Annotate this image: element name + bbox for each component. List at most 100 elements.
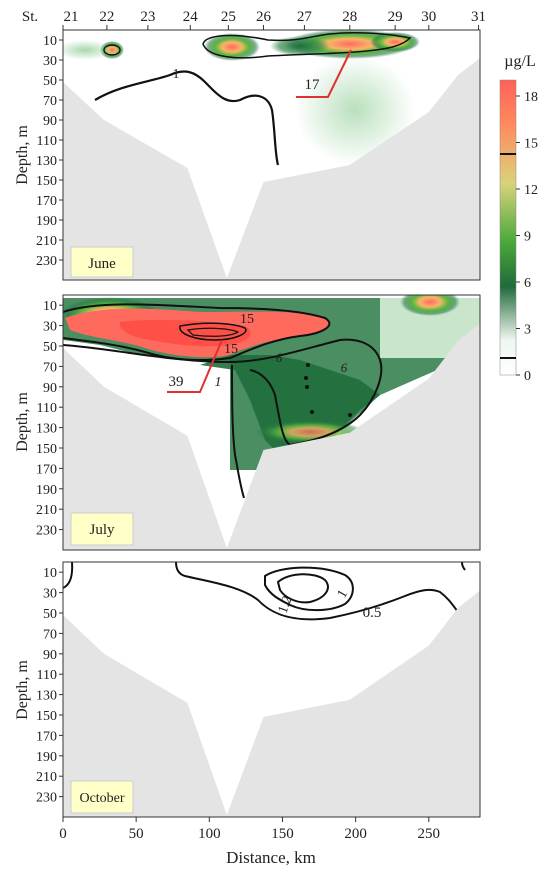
october-frame (62, 561, 481, 818)
june-frame (62, 29, 481, 281)
depth-tick-label: 170 (36, 194, 57, 209)
october-contour-1 (264, 566, 354, 612)
july-contour-inner-a (179, 322, 247, 341)
july-contour-label-15a: 15 (240, 312, 254, 327)
depth-tick-label: 90 (43, 648, 57, 663)
july-frame (62, 294, 481, 551)
colorbar-ticks: 18 15 12 9 6 3 0 (516, 90, 538, 384)
depth-tick-label: 150 (36, 442, 57, 457)
station-label: 22 (99, 9, 114, 25)
colorbar-gradient (500, 80, 516, 375)
station-label: 30 (421, 9, 436, 25)
june-contour-label-17: 17 (305, 77, 321, 93)
october-contour-0-5 (175, 562, 459, 621)
july-ylabel: Depth, m (14, 392, 31, 452)
july-contour-label-6b: 6 (341, 360, 348, 375)
july-contour-label-39: 39 (169, 374, 184, 390)
station-axis: St. 21 22 23 24 25 26 27 28 29 30 31 (22, 9, 486, 30)
depth-tick-label: 110 (37, 401, 57, 416)
depth-tick-label: 90 (43, 381, 57, 396)
june-contour-6 (202, 32, 412, 59)
june-contour-label-1: 1 (173, 67, 180, 82)
distance-tick-label: 200 (344, 826, 367, 842)
station-label: 26 (256, 9, 272, 25)
july-contour-label-15b: 15 (224, 342, 238, 357)
july-contour-inner-b (186, 327, 240, 337)
colorbar-tick-label: 15 (524, 137, 538, 152)
july-contour-label-1: 1 (215, 375, 222, 390)
october-label-box (70, 780, 134, 814)
july-label: July (89, 522, 115, 538)
june-contour-1 (94, 70, 280, 166)
distance-axis: 0 50 100 150 200 250 (59, 817, 440, 842)
july-contour-6 (63, 338, 383, 447)
october-contour-label-0-5: 0.5 (363, 605, 382, 621)
depth-tick-label: 230 (36, 791, 57, 806)
depth-tick-label: 10 (43, 299, 57, 314)
depth-tick-label: 190 (36, 750, 57, 765)
july-dot (310, 410, 314, 414)
depth-tick-label: 50 (43, 340, 57, 355)
colorbar-tick-label: 0 (524, 369, 531, 384)
july-label-box (70, 512, 134, 546)
station-label: 29 (388, 9, 403, 25)
depth-tick-label: 70 (43, 94, 57, 109)
depth-tick-label: 170 (36, 729, 57, 744)
october-contour-label-1-2: 1.2 (276, 594, 296, 616)
depth-tick-label: 10 (43, 34, 57, 49)
depth-tick-label: 150 (36, 174, 57, 189)
depth-tick-label: 150 (36, 709, 57, 724)
depth-tick-label: 130 (36, 422, 57, 437)
depth-axes: 10 30 50 70 90 110 130 150 170 190 210 230 10 30 50 70 9… (36, 34, 63, 806)
july-panel (63, 295, 480, 550)
station-prefix: St. (22, 9, 38, 25)
station-label: 25 (221, 9, 236, 25)
station-label: 21 (64, 9, 79, 25)
june-seabed (63, 58, 480, 280)
october-label: October (79, 791, 124, 806)
colorbar-tick-label: 12 (524, 183, 538, 198)
july-seabed (63, 323, 480, 550)
depth-tick-label: 70 (43, 627, 57, 642)
depth-tick-label: 130 (36, 689, 57, 704)
july-hotspot-st30 (400, 295, 460, 316)
depth-tick-label: 230 (36, 254, 57, 269)
june-label: June (88, 256, 116, 272)
depth-tick-label: 50 (43, 74, 57, 89)
depth-tick-label: 110 (37, 134, 57, 149)
station-label: 28 (342, 9, 357, 25)
colorbar-tick-label: 6 (524, 276, 531, 291)
july-dot (305, 385, 309, 389)
station-label: 24 (183, 9, 199, 25)
colorbar-tick-label: 18 (524, 90, 538, 105)
colorbar-unit: µg/L (504, 53, 535, 70)
july-dot (304, 376, 308, 380)
colorbar: µg/L 18 15 12 9 6 3 0 (499, 53, 538, 384)
june-soft-st21 (63, 40, 115, 60)
distance-tick-label: 150 (271, 826, 294, 842)
october-contour-1-2 (276, 573, 329, 604)
depth-tick-label: 110 (37, 668, 57, 683)
colorbar-frame (499, 79, 517, 376)
october-contour-right (461, 562, 466, 571)
depth-tick-label: 190 (36, 483, 57, 498)
station-label: 27 (297, 9, 313, 25)
october-panel (63, 562, 480, 817)
depth-tick-label: 30 (43, 587, 57, 602)
july-contour-15 (63, 303, 331, 361)
depth-tick-label: 210 (36, 770, 57, 785)
depth-tick-label: 10 (43, 566, 57, 581)
june-ylabel: Depth, m (14, 125, 31, 185)
june-contour-st22 (103, 44, 121, 56)
depth-tick-label: 30 (43, 320, 57, 335)
depth-tick-label: 170 (36, 462, 57, 477)
depth-tick-label: 90 (43, 114, 57, 129)
june-annotation-line (296, 49, 352, 98)
depth-tick-label: 70 (43, 360, 57, 375)
june-hotspot-st25 (204, 33, 260, 61)
depth-tick-label: 210 (36, 234, 57, 249)
july-contour-1 (231, 364, 245, 499)
depth-tick-label: 210 (36, 503, 57, 518)
july-dot (348, 413, 352, 417)
